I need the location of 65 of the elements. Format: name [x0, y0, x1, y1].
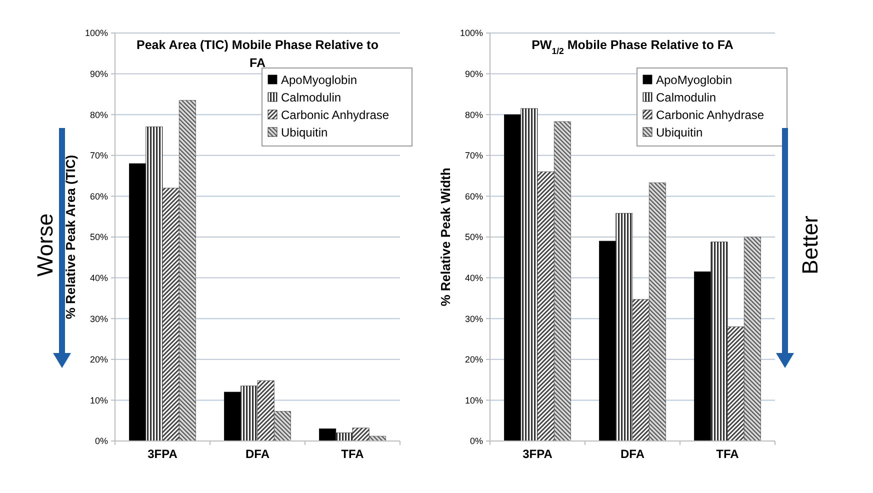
text: Peak Area (TIC) Mobile Phase Relative to FA	[136, 38, 379, 70]
y-tick-label: 90%	[464, 68, 483, 79]
bar	[257, 380, 274, 442]
y-tick-label: 10%	[90, 395, 108, 406]
x-tick-label: TFA	[341, 447, 364, 461]
bar	[319, 428, 336, 442]
y-tick-label: 10%	[464, 395, 483, 406]
y-tick-label: 40%	[464, 272, 483, 283]
bar	[129, 163, 146, 442]
y-tick-label: 0%	[470, 436, 483, 446]
y-tick-label: 20%	[90, 354, 108, 365]
x-tick-label: 3FPA	[522, 447, 553, 461]
y-tick-label: 70%	[464, 150, 483, 161]
bar	[744, 236, 761, 442]
x-tick-label: DFA	[246, 447, 270, 461]
bar	[694, 271, 712, 442]
text: PW$_{1/2}$ Mobile Phase Relative to FA	[532, 38, 734, 56]
y-tick-label: 30%	[90, 314, 108, 324]
bar	[727, 326, 744, 442]
bar	[710, 242, 728, 442]
bar	[178, 100, 196, 442]
bar	[554, 121, 571, 442]
y-tick-label: 0%	[94, 436, 108, 446]
y-tick-label: 50%	[90, 232, 108, 242]
bar	[616, 213, 633, 442]
bar	[224, 392, 242, 442]
bar	[504, 114, 522, 442]
y-tick-label: 80%	[90, 110, 108, 120]
y-tick-label: 90%	[90, 68, 108, 79]
y-tick-label: 80%	[464, 110, 483, 120]
text: Worse	[32, 213, 58, 277]
bar	[146, 126, 163, 442]
y-axis-title: % Relative Peak Width	[438, 168, 453, 306]
legend-label: Ubiquitin	[281, 126, 328, 140]
y-tick-label: 70%	[90, 150, 108, 161]
bar	[274, 411, 291, 442]
x-tick-label: TFA	[716, 447, 740, 461]
bar	[537, 172, 554, 442]
bar	[352, 428, 370, 442]
legend-label: Ubiquitin	[656, 126, 703, 140]
y-axis-title: % Relative Peak Area (TIC)	[63, 154, 78, 320]
y-tick-label: 60%	[90, 191, 108, 202]
x-tick-label: DFA	[620, 447, 645, 461]
y-tick-label: 20%	[464, 354, 483, 365]
legend-label: Carbonic Anhydrase	[281, 108, 390, 122]
bar	[162, 188, 180, 442]
bar	[632, 299, 650, 442]
legend-label: ApoMyoglobin	[281, 73, 358, 88]
bar	[520, 108, 538, 442]
y-tick-label: 60%	[464, 191, 483, 202]
bar	[648, 182, 666, 442]
legend-label: Carbonic Anhydrase	[656, 108, 764, 122]
y-tick-label: 50%	[464, 232, 483, 242]
legend-label: ApoMyoglobin	[656, 73, 732, 88]
text: Better	[798, 216, 823, 274]
bar	[240, 386, 258, 442]
y-tick-label: 30%	[464, 314, 483, 324]
x-tick-label: 3FPA	[148, 447, 178, 461]
bar	[599, 240, 616, 442]
bar	[336, 432, 353, 442]
y-tick-label: 100%	[460, 28, 483, 38]
y-tick-label: 40%	[90, 272, 108, 283]
legend-label: Calmodulin	[656, 90, 716, 105]
y-tick-label: 100%	[84, 28, 108, 38]
legend-label: Calmodulin	[281, 90, 342, 105]
